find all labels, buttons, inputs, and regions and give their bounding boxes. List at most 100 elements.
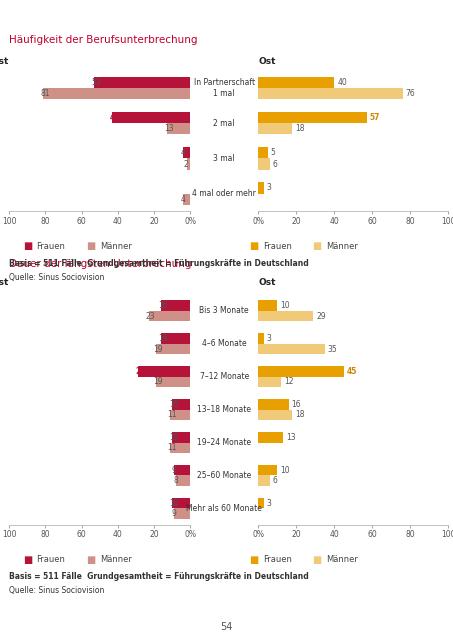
Text: 4: 4 [180,195,185,204]
Text: 23: 23 [146,312,155,321]
Text: 10: 10 [169,499,179,508]
Text: 16: 16 [159,334,168,343]
Text: 10: 10 [280,466,290,475]
Text: 13–18 Monate: 13–18 Monate [197,405,251,414]
Text: ■: ■ [313,241,322,252]
Bar [258,182,264,193]
Text: 6: 6 [272,476,277,485]
Text: 16: 16 [292,400,301,409]
Text: ■: ■ [23,555,32,565]
Text: 4: 4 [180,148,185,157]
Text: ■: ■ [86,555,95,565]
Text: 19: 19 [153,344,163,353]
Bar [172,399,190,410]
Text: Quelle: Sinus Sociovision: Quelle: Sinus Sociovision [9,273,105,282]
Text: 3: 3 [267,184,272,193]
Text: 3 mal: 3 mal [213,154,235,163]
Bar [258,88,403,99]
Text: 35: 35 [328,344,337,353]
Text: Ost: Ost [258,278,276,287]
Text: West: West [0,57,9,66]
Text: Dauer der längsten Unterbrechung: Dauer der längsten Unterbrechung [9,259,192,269]
Bar [161,333,190,344]
Text: 43: 43 [110,113,120,122]
Text: ■: ■ [249,555,258,565]
Text: 2: 2 [184,159,188,168]
Bar [187,158,190,170]
Text: 8: 8 [173,476,178,485]
Text: Frauen: Frauen [36,556,65,564]
Bar [170,410,190,420]
Bar [258,77,334,88]
Text: ■: ■ [23,241,32,252]
Text: 10: 10 [280,301,290,310]
Text: 12: 12 [284,378,294,387]
Bar [183,193,190,205]
Text: 76: 76 [405,89,415,98]
Text: 16: 16 [159,301,168,310]
Bar [161,300,190,311]
Bar [156,344,190,355]
Bar [183,147,190,159]
Bar [176,476,190,486]
Bar [258,465,277,476]
Bar [94,77,190,88]
Text: 45: 45 [347,367,357,376]
Bar [258,377,281,387]
Text: Männer: Männer [326,242,358,251]
Text: Basis = 511 Fälle  Grundgesamtheit = Führungskräfte in Deutschland: Basis = 511 Fälle Grundgesamtheit = Führ… [9,259,309,268]
Bar [258,344,325,355]
Text: Ost: Ost [258,57,276,66]
Text: 11: 11 [168,410,177,419]
Text: Frauen: Frauen [263,242,292,251]
Text: Häufigkeit der Berufsunterbrechung: Häufigkeit der Berufsunterbrechung [9,35,198,45]
Bar [258,476,270,486]
Text: 29: 29 [316,312,326,321]
Text: 18: 18 [295,410,305,419]
Text: 5: 5 [270,148,275,157]
Bar [172,432,190,442]
Bar [258,123,293,134]
Text: Basis = 511 Fälle  Grundgesamtheit = Führungskräfte in Deutschland: Basis = 511 Fälle Grundgesamtheit = Führ… [9,572,309,581]
Bar [149,311,190,321]
Bar [174,465,190,476]
Text: ■: ■ [249,241,258,252]
Text: 10: 10 [169,400,179,409]
Bar [258,333,264,344]
Text: In Partnerschaft
1 mal: In Partnerschaft 1 mal [194,78,255,98]
Text: 3: 3 [267,499,272,508]
Bar [43,88,190,99]
Bar [258,158,270,170]
Text: West: West [0,278,9,287]
Text: Bis 3 Monate: Bis 3 Monate [199,307,249,316]
Text: 18: 18 [295,124,305,133]
Bar [258,147,268,159]
Bar [138,366,190,377]
Text: 54: 54 [220,622,233,632]
Text: 19: 19 [153,378,163,387]
Text: 9: 9 [171,509,176,518]
Bar [112,112,190,123]
Bar [172,498,190,508]
Text: Männer: Männer [100,556,131,564]
Text: 40: 40 [337,78,347,87]
Text: 4–6 Monate: 4–6 Monate [202,339,246,348]
Bar [258,366,344,377]
Text: 13: 13 [164,124,173,133]
Text: 19–24 Monate: 19–24 Monate [197,438,251,447]
Text: Männer: Männer [326,556,358,564]
Text: 25–60 Monate: 25–60 Monate [197,471,251,480]
Text: 9: 9 [171,466,176,475]
Bar [258,300,277,311]
Text: 29: 29 [135,367,145,376]
Text: 2 mal: 2 mal [213,118,235,128]
Bar [258,112,366,123]
Bar [167,123,190,134]
Text: 10: 10 [169,433,179,442]
Text: ■: ■ [86,241,95,252]
Text: 57: 57 [370,113,380,122]
Text: 11: 11 [168,444,177,452]
Bar [258,410,293,420]
Bar [258,311,313,321]
Text: 4 mal oder mehr: 4 mal oder mehr [192,189,256,198]
